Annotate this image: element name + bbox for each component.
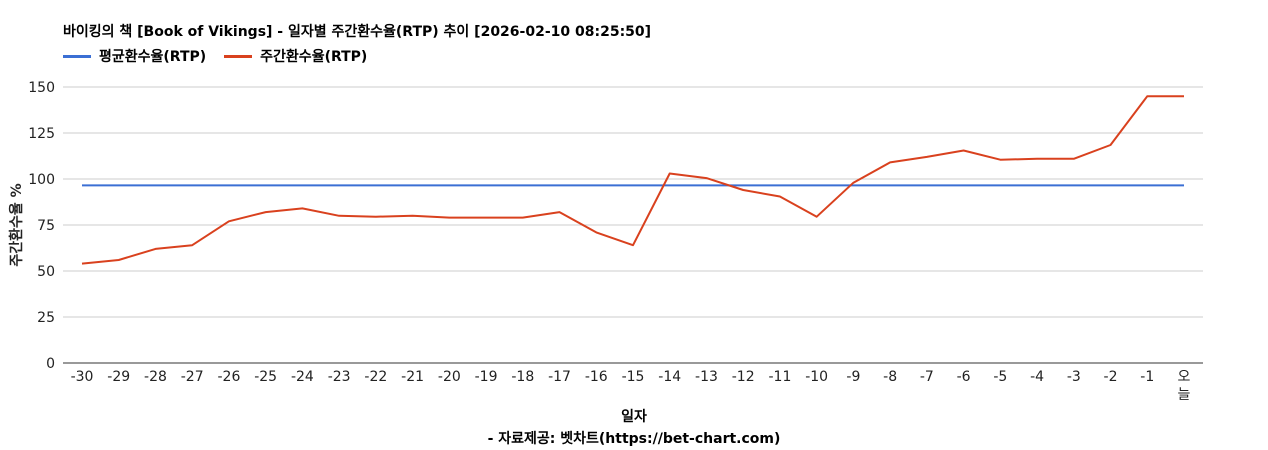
x-tick-label: -10 [805,369,828,385]
x-tick-label: -3 [1067,369,1081,385]
y-tick-label: 100 [28,172,55,188]
x-tick-label: -22 [364,369,387,385]
x-axis-title: 일자 [621,409,647,425]
y-tick-label: 0 [46,356,55,372]
source-credit: - 자료제공: 벳차트(https://bet-chart.com) [487,431,781,447]
x-tick-label: -29 [107,369,130,385]
legend-item-weekly[interactable]: 주간환수율(RTP) [224,46,367,66]
x-tick-label: -12 [732,369,755,385]
chart-legend: 평균환수율(RTP) 주간환수율(RTP) [63,46,385,66]
x-tick-label: -8 [883,369,897,385]
x-tick-label: -21 [401,369,424,385]
series-line-weekly [81,95,1184,265]
legend-label-weekly: 주간환수율(RTP) [260,49,368,65]
x-tick-label: -15 [622,369,645,385]
x-tick-label: -26 [217,369,240,385]
y-tick-label: 125 [28,126,55,142]
legend-swatch-weekly [224,54,253,58]
x-tick-label: -11 [768,369,791,385]
x-tick-label: -6 [957,369,971,385]
y-axis-title: 주간환수율 % [8,183,25,266]
legend-swatch-average [63,54,91,58]
x-tick-label: -14 [658,369,681,385]
x-tick-label: -17 [548,369,571,385]
legend-label-average: 평균환수율(RTP) [99,49,207,65]
x-tick-label: 오 [1178,369,1191,385]
x-tick-label: -5 [993,369,1007,385]
x-tick-label: -19 [475,369,498,385]
x-tick-label: -28 [144,369,167,385]
x-tick-label: -24 [291,369,314,385]
chart-title: 바이킹의 책 [Book of Vikings] - 일자별 주간환수율(RTP… [63,24,652,40]
x-tick-label: -1 [1140,369,1154,385]
legend-item-average[interactable]: 평균환수율(RTP) [63,46,206,66]
x-tick-label: -25 [254,369,277,385]
x-tick-label: -13 [695,369,718,385]
x-tick-label: -2 [1104,369,1118,385]
x-tick-label: -30 [71,369,94,385]
x-tick-label: 늘 [1178,387,1191,403]
x-tick-label: -20 [438,369,461,385]
x-tick-label: -7 [920,369,934,385]
y-tick-label: 50 [37,264,55,280]
y-tick-label: 75 [37,218,55,234]
x-tick-label: -9 [846,369,860,385]
x-tick-label: -18 [511,369,534,385]
x-tick-label: -27 [181,369,204,385]
x-tick-label: -23 [328,369,351,385]
y-tick-label: 150 [28,80,55,96]
x-tick-label: -16 [585,369,608,385]
y-tick-label: 25 [37,310,55,326]
x-tick-label: -4 [1030,369,1044,385]
